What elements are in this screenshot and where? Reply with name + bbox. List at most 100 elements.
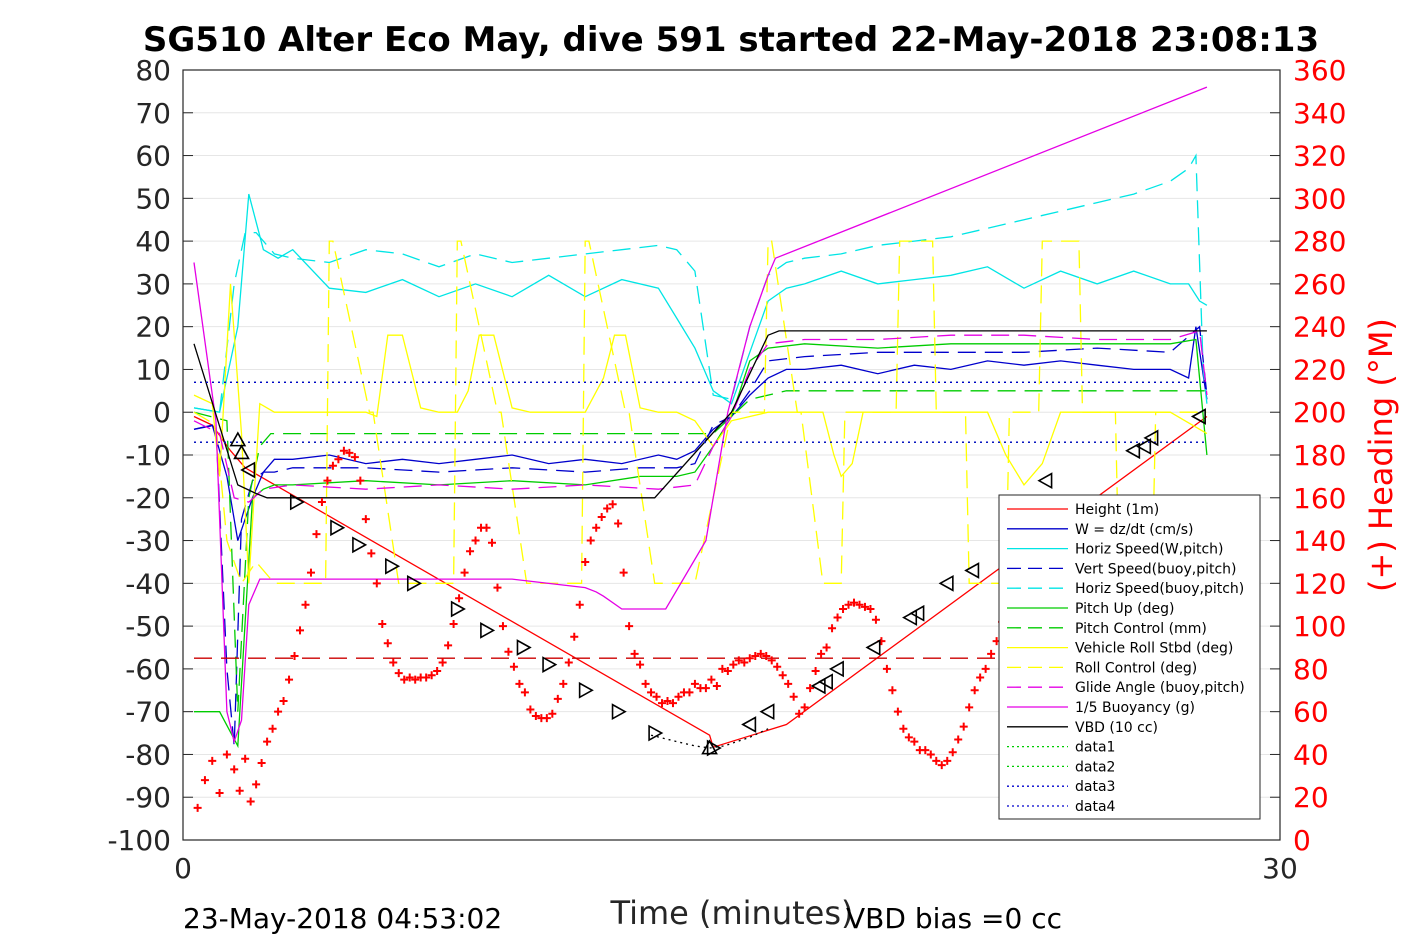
heading-point	[849, 598, 858, 607]
y2-tick-label: 160	[1293, 482, 1346, 515]
legend-label: data3	[1075, 779, 1115, 795]
heading-point	[504, 647, 513, 656]
heading-point	[987, 649, 996, 658]
heading-point	[871, 615, 880, 624]
x-tick-label: 30	[1262, 852, 1298, 885]
heading-point	[937, 761, 946, 770]
series-vert-speed-buoy-pitch-	[193, 325, 1208, 746]
heading-point	[811, 667, 820, 676]
heading-point	[981, 664, 990, 673]
heading-point	[427, 671, 436, 680]
heading-point	[367, 549, 376, 558]
triangle-marker	[1136, 438, 1152, 455]
heading-point	[608, 500, 617, 509]
heading-point	[317, 498, 326, 507]
heading-point	[482, 523, 491, 532]
heading-point	[795, 709, 804, 718]
heading-point	[383, 639, 392, 648]
triangle-marker	[289, 493, 306, 511]
right-y-axis-label: (+) Heading (°M)	[1362, 318, 1400, 592]
heading-point	[570, 632, 579, 641]
heading-point	[241, 754, 250, 763]
heading-point	[252, 780, 261, 789]
heading-point	[575, 600, 584, 609]
heading-point	[296, 626, 305, 635]
legend-label: data2	[1075, 759, 1115, 775]
heading-point	[592, 523, 601, 532]
heading-point	[306, 568, 315, 577]
y-tick-label: -90	[125, 781, 171, 814]
heading-point	[932, 756, 941, 765]
heading-point	[800, 703, 809, 712]
heading-point	[734, 656, 743, 665]
triangle-marker	[480, 622, 496, 639]
legend-label: Pitch Control (mm)	[1075, 621, 1207, 637]
triangle-marker	[1143, 429, 1159, 447]
heading-point	[970, 686, 979, 695]
heading-point	[230, 765, 239, 774]
triangle-marker	[817, 673, 833, 691]
heading-point	[449, 619, 458, 628]
heading-point	[921, 746, 930, 755]
y2-tick-label: 220	[1293, 353, 1346, 386]
heading-point	[312, 530, 321, 539]
heading-point	[773, 662, 782, 671]
triangle-markers	[229, 408, 1206, 757]
axis-ticks	[183, 69, 1280, 841]
series-w-dz-dt-cm-s-	[193, 326, 1208, 541]
y-tick-label: 70	[135, 97, 171, 130]
y-tick-label: 20	[135, 311, 171, 344]
heading-point	[910, 737, 919, 746]
heading-point	[356, 476, 365, 485]
triangle-marker	[938, 574, 954, 592]
heading-point	[647, 688, 656, 697]
heading-point	[460, 568, 469, 577]
heading-point	[526, 705, 535, 714]
y2-tick-label: 320	[1293, 140, 1346, 173]
y-tick-label: -30	[125, 525, 171, 558]
triangle-marker	[1125, 442, 1141, 460]
heading-point	[498, 622, 507, 631]
heading-point	[493, 583, 502, 592]
triangle-marker	[516, 639, 532, 656]
heading-point	[400, 675, 409, 684]
heading-point	[372, 579, 381, 588]
heading-point	[690, 679, 699, 688]
heading-point	[215, 788, 224, 797]
heading-point	[466, 547, 475, 556]
heading-point	[515, 679, 524, 688]
heading-point	[274, 707, 283, 716]
heading-point	[718, 664, 727, 673]
heading-point	[471, 536, 480, 545]
heading-point	[339, 446, 348, 455]
triangle-marker	[330, 519, 346, 537]
heading-point	[893, 707, 902, 716]
heading-point	[405, 673, 414, 682]
heading-point	[378, 619, 387, 628]
triangle-marker	[1037, 472, 1053, 490]
heading-point	[674, 692, 683, 701]
heading-point	[619, 568, 628, 577]
series-vehicle-roll-stbd-deg-	[193, 283, 1208, 584]
heading-point	[438, 658, 447, 667]
y-tick-label: -50	[125, 610, 171, 643]
chart-title: SG510 Alter Eco May, dive 591 started 22…	[143, 20, 1319, 60]
triangle-marker	[1190, 408, 1206, 425]
heading-point	[235, 786, 244, 795]
legend-label: Horiz Speed(W,pitch)	[1075, 542, 1223, 558]
heading-point	[394, 669, 403, 678]
heading-point	[564, 658, 573, 667]
heading-point	[767, 656, 776, 665]
heading-point	[888, 686, 897, 695]
y2-tick-label: 120	[1293, 567, 1346, 600]
legend-label: Pitch Up (deg)	[1075, 601, 1174, 617]
y-tick-label: -10	[125, 439, 171, 472]
y-tick-label: -80	[125, 738, 171, 771]
heading-point	[636, 660, 645, 669]
heading-point	[778, 671, 787, 680]
y-tick-label: -20	[125, 482, 171, 515]
y2-tick-label: 80	[1293, 653, 1329, 686]
heading-point	[290, 652, 299, 661]
triangle-marker	[229, 431, 247, 447]
